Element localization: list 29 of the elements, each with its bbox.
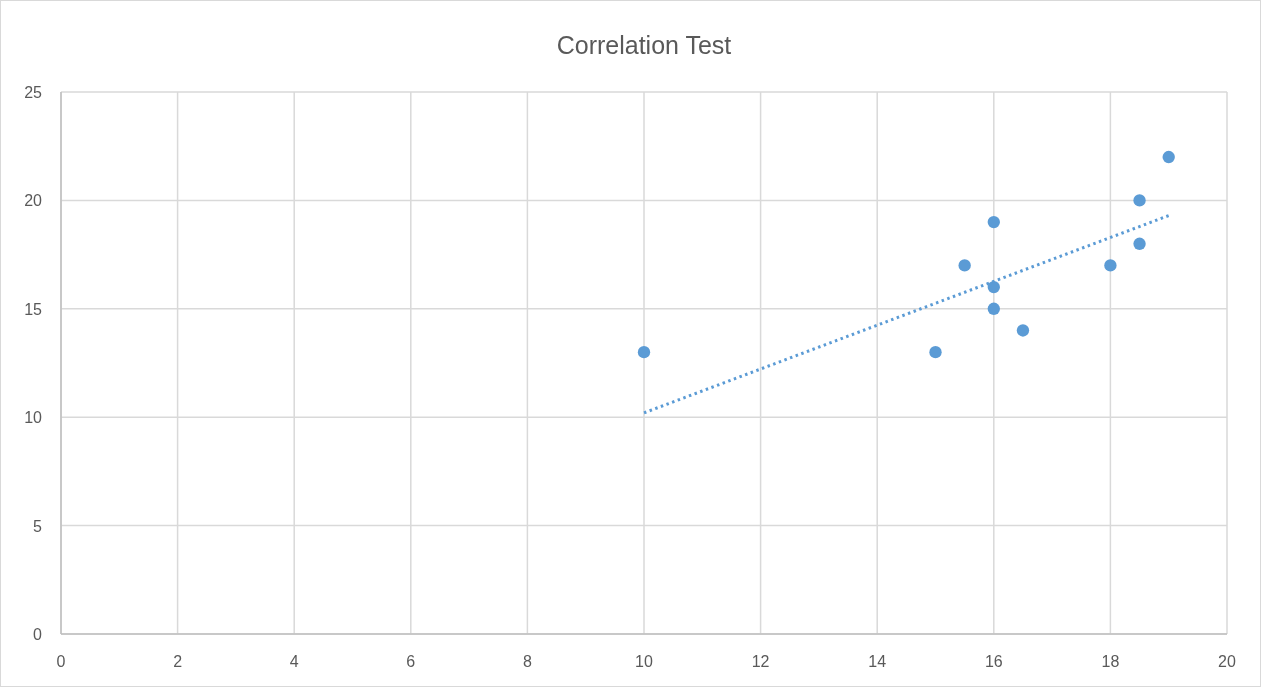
- point: [637, 345, 651, 359]
- y-tick-label: 5: [33, 517, 43, 535]
- y-tick-label: 15: [24, 300, 43, 318]
- x-tick-label: 6: [406, 653, 416, 670]
- point: [1104, 259, 1117, 272]
- point: [1016, 324, 1030, 337]
- point: [1162, 150, 1175, 164]
- x-tick-label: 20: [1218, 653, 1236, 670]
- x-tick-label: 4: [289, 653, 299, 670]
- y-tick-label: 20: [24, 192, 43, 210]
- y-tick-label: 10: [24, 409, 43, 427]
- x-tick-label: 8: [522, 653, 532, 670]
- y-tick-label: 0: [33, 626, 43, 643]
- x-tick-label: 16: [984, 653, 1003, 670]
- point: [987, 302, 1000, 315]
- point: [929, 345, 942, 359]
- x-tick-label: 12: [751, 653, 770, 670]
- x-tick-label: 18: [1101, 653, 1120, 670]
- point: [987, 215, 1000, 229]
- x-tick-label: 10: [635, 653, 653, 670]
- point: [987, 280, 1000, 294]
- x-tick-label: 2: [173, 653, 183, 670]
- point: [1133, 237, 1146, 250]
- x-tick-label: 14: [868, 653, 887, 670]
- y-tick-label: 25: [24, 84, 43, 101]
- point: [1133, 194, 1146, 207]
- point: [958, 259, 971, 272]
- chart-title: Correlation Test: [556, 31, 732, 59]
- x-tick-label: 0: [56, 653, 66, 670]
